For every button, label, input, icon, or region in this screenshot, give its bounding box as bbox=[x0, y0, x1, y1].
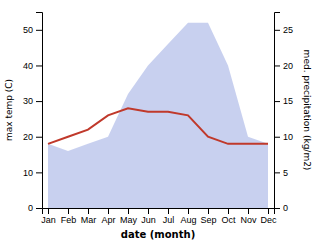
tick-label: Jul bbox=[163, 215, 175, 225]
tick-mark bbox=[108, 208, 109, 214]
tick: Nov bbox=[240, 208, 257, 225]
tick-mark bbox=[88, 208, 89, 214]
tick: Sep bbox=[200, 208, 216, 225]
tick-mark bbox=[36, 137, 42, 138]
tick-mark bbox=[268, 208, 269, 214]
tick-label: Apr bbox=[101, 215, 115, 225]
marks bbox=[48, 23, 268, 208]
y2-axis-title: med. precipitation (kg/m2) bbox=[302, 50, 312, 171]
tick-label: Dec bbox=[260, 215, 277, 225]
tick: 10 bbox=[274, 132, 293, 142]
tick: 0 bbox=[274, 203, 288, 213]
tick: Jun bbox=[141, 208, 156, 225]
tick-label: 30 bbox=[23, 96, 33, 106]
tick-label: Oct bbox=[221, 215, 236, 225]
tick-mark bbox=[274, 101, 280, 102]
tick-label: 40 bbox=[23, 61, 33, 71]
tick-label: 0 bbox=[28, 203, 33, 213]
tick-mark bbox=[36, 30, 42, 31]
tick-mark bbox=[168, 208, 169, 214]
x-axis: Jan Feb Mar Apr MayJun Jul Aug Sep Oct NovDec bbox=[41, 208, 277, 225]
tick: 5 bbox=[274, 168, 288, 178]
tick: May bbox=[120, 208, 138, 225]
tick-mark bbox=[274, 137, 280, 138]
tick: Oct bbox=[221, 208, 236, 225]
chart-container: Jan Feb Mar Apr MayJun Jul Aug Sep Oct NovDec 0 10 2… bbox=[0, 0, 318, 244]
tick-label: 15 bbox=[283, 96, 293, 106]
tick: Mar bbox=[81, 208, 97, 225]
tick: 30 bbox=[23, 96, 42, 106]
tick-label: Jan bbox=[41, 215, 56, 225]
tick-label: 20 bbox=[283, 61, 293, 71]
chart: Jan Feb Mar Apr MayJun Jul Aug Sep Oct NovDec 0 10 2… bbox=[0, 0, 318, 244]
tick: 50 bbox=[23, 25, 42, 35]
tick-mark bbox=[48, 208, 49, 214]
tick-mark bbox=[68, 208, 69, 214]
tick-label: 50 bbox=[23, 25, 33, 35]
tick-label: 20 bbox=[23, 132, 33, 142]
tick-mark bbox=[128, 208, 129, 214]
tick-label: 10 bbox=[283, 132, 293, 142]
area bbox=[48, 23, 268, 208]
tick-label: Aug bbox=[180, 215, 196, 225]
tick: Jan bbox=[41, 208, 56, 225]
y-axis: 0 10 20 30 40 50 bbox=[23, 13, 43, 214]
tick-label: 5 bbox=[283, 168, 288, 178]
tick: Dec bbox=[260, 208, 277, 225]
tick-mark bbox=[228, 208, 229, 214]
tick: 25 bbox=[274, 25, 293, 35]
tick-label: May bbox=[120, 215, 138, 225]
tick-label: 0 bbox=[283, 203, 288, 213]
tick-mark bbox=[274, 65, 280, 66]
plot: Jan Feb Mar Apr MayJun Jul Aug Sep Oct NovDec 0 10 2… bbox=[4, 13, 312, 241]
tick: Feb bbox=[61, 208, 77, 225]
tick: 20 bbox=[274, 61, 293, 71]
tick-label: Jun bbox=[141, 215, 156, 225]
tick-mark bbox=[36, 65, 42, 66]
tick-mark bbox=[274, 172, 280, 173]
tick-mark bbox=[274, 208, 280, 209]
tick-mark bbox=[36, 101, 42, 102]
axis-line bbox=[36, 13, 43, 209]
tick: Aug bbox=[180, 208, 196, 225]
tick-label: 25 bbox=[283, 25, 293, 35]
tick-label: 10 bbox=[23, 168, 33, 178]
tick-label: Sep bbox=[200, 215, 216, 225]
y-axis-title: max temp (C) bbox=[4, 79, 14, 141]
tick: 15 bbox=[274, 96, 293, 106]
tick: Apr bbox=[101, 208, 115, 225]
tick: Jul bbox=[163, 208, 175, 225]
y2-axis: 0 5 10 15 20 25 bbox=[274, 13, 293, 214]
tick: 40 bbox=[23, 61, 42, 71]
tick-mark bbox=[36, 172, 42, 173]
axis-line bbox=[275, 13, 281, 209]
tick-label: Feb bbox=[61, 215, 77, 225]
tick: 0 bbox=[28, 203, 42, 213]
axis-line bbox=[43, 209, 275, 215]
tick-mark bbox=[36, 208, 42, 209]
tick-mark bbox=[274, 30, 280, 31]
tick: 10 bbox=[23, 168, 42, 178]
tick-mark bbox=[188, 208, 189, 214]
tick-label: Nov bbox=[240, 215, 257, 225]
line bbox=[48, 108, 268, 144]
tick-mark bbox=[208, 208, 209, 214]
tick-mark bbox=[148, 208, 149, 214]
tick-label: Mar bbox=[81, 215, 97, 225]
x-axis-title: date (month) bbox=[121, 229, 195, 240]
tick-mark bbox=[248, 208, 249, 214]
tick: 20 bbox=[23, 132, 42, 142]
